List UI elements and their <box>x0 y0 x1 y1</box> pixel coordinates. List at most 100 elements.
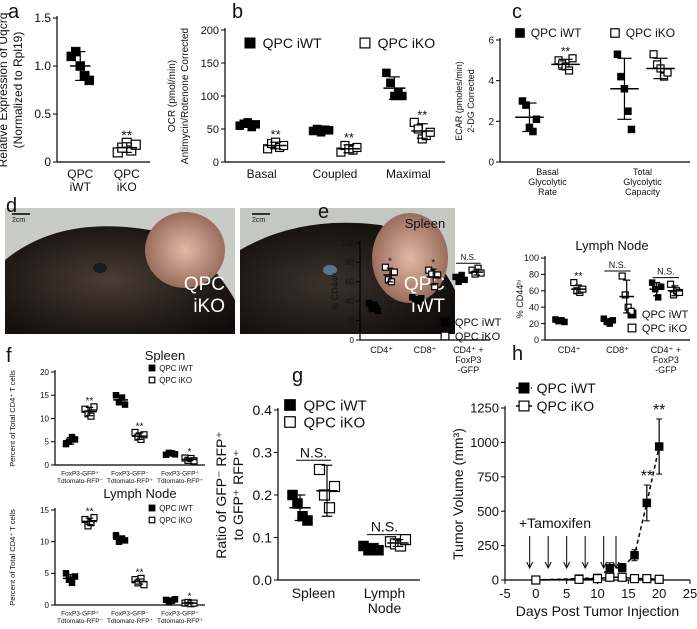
legend-label: QPC iWT <box>455 317 502 329</box>
data-point <box>642 498 652 508</box>
annotation: +Tamoxifen <box>519 515 591 531</box>
y-tick-label: 50 <box>207 124 219 136</box>
data-point <box>425 127 435 137</box>
x-tick-label: -5 <box>499 586 511 601</box>
data-point <box>532 115 541 124</box>
data-point <box>68 579 76 587</box>
legend-marker <box>148 504 156 512</box>
x-tick-label: FoxP3-GFP⁻ Tdtomato-RFP⁺ <box>107 611 154 626</box>
significance-label: N.S. <box>461 253 477 262</box>
text-line: Tdtomato-RFP⁺ <box>107 478 154 485</box>
data-point <box>592 574 603 584</box>
data-point <box>413 124 423 134</box>
data-point <box>84 75 94 86</box>
y-tick-label: 20 <box>529 319 539 329</box>
data-point <box>609 317 617 324</box>
data-point <box>617 563 627 572</box>
data-point <box>663 68 672 77</box>
panel-letter: d <box>6 195 17 217</box>
y-tick-label: 10 <box>40 414 49 423</box>
y-tick-label: 0 <box>492 573 499 588</box>
text-line: FoxP3-GFP⁺ <box>161 611 199 618</box>
significance-label: N.S. <box>300 444 327 460</box>
data-point <box>564 66 574 75</box>
y-axis-label: % CD44ʰⁱ <box>330 272 340 311</box>
x-tick-label: Lymph Node <box>364 585 406 616</box>
legend-marker <box>518 400 530 412</box>
data-point <box>352 142 362 153</box>
x-tick-label: FoxP3-GFP⁺ Tdtomato-RFP⁻ <box>57 471 104 486</box>
arrow-head <box>563 561 571 570</box>
y-tick-label: 0.5 <box>34 107 51 121</box>
data-point <box>630 550 639 560</box>
significance-label: ** <box>641 468 653 485</box>
text-line: FoxP3-GFP⁺ <box>161 471 199 478</box>
y-tick-label: 1.0 <box>34 59 51 73</box>
x-tick-label: FoxP3-GFP⁺ Tdtomato-RFP⁻ <box>57 611 104 626</box>
y-axis-label: Percent of Total CD4⁺ T cells <box>8 370 17 467</box>
data-point <box>434 271 442 279</box>
data-point <box>431 283 439 291</box>
data-point <box>627 307 635 315</box>
text-line: -GFP <box>655 365 677 375</box>
x-tick-label: CD4⁺ <box>558 345 581 355</box>
significance-label: ** <box>121 127 132 143</box>
y-tick-label: 150 <box>201 58 219 70</box>
y-tick-label: 15 <box>40 391 49 400</box>
text-line: iKO <box>193 296 225 317</box>
significance-label: ** <box>574 271 583 283</box>
text-line: -GFP <box>458 365 480 375</box>
x-tick-label: Coupled <box>313 167 358 181</box>
y-axis-label: Tumor Volume (mm³) <box>450 428 466 560</box>
significance-label: ** <box>271 127 281 142</box>
text-line: Tdtomato-RFP⁻ <box>57 478 104 485</box>
text-line: Tdtomato-RFP⁺ <box>157 478 204 485</box>
text-line: FoxP3 <box>653 355 679 365</box>
significance-label: N.S. <box>609 260 627 270</box>
y-axis-label: 2-DG Corrected <box>466 69 476 133</box>
text-line: iKO <box>117 180 137 194</box>
panel-letter: f <box>6 345 12 367</box>
y-tick-label: 100 <box>341 239 355 248</box>
x-tick-label: 10 <box>590 586 604 601</box>
legend-label: QPC iWT <box>159 504 193 513</box>
data-point <box>112 392 120 399</box>
chart-title: Spleen <box>145 348 185 363</box>
data-point <box>382 68 391 78</box>
data-point <box>130 139 141 150</box>
x-tick-label: Total Glycolytic Capacity <box>623 167 662 197</box>
data-point <box>654 294 662 301</box>
legend-marker <box>518 382 530 394</box>
significance-label: * <box>188 591 192 602</box>
y-tick-label: 1250 <box>470 401 499 416</box>
data-point <box>381 263 389 271</box>
data-point <box>654 442 664 451</box>
data-point <box>605 572 615 582</box>
x-tick-label: CD8⁺ <box>414 345 437 355</box>
text-line: FoxP3-GFP⁻ <box>111 471 149 478</box>
data-point <box>617 72 625 81</box>
x-tick-label: Maximal <box>386 167 431 181</box>
x-tick-label: CD4⁺ <box>370 345 393 355</box>
text-line: Glycolytic <box>528 177 567 187</box>
x-tick-label: 15 <box>621 586 635 601</box>
chart-title: Lymph Node <box>575 238 648 253</box>
significance-label: ** <box>561 44 571 58</box>
legend-label: QPC iKO <box>159 516 192 525</box>
y-tick-label: 500 <box>477 504 499 519</box>
data-point <box>398 91 407 101</box>
data-point <box>373 545 384 556</box>
arrow-head <box>600 561 608 570</box>
y-tick-label: 0.2 <box>253 487 273 503</box>
y-tick-label: 0 <box>350 336 355 345</box>
y-axis-label: OCR (pmol/min) <box>167 60 178 132</box>
legend-label: QPC iKO <box>378 35 436 51</box>
y-tick-label: 20 <box>40 368 49 377</box>
y-axis-label: ECAR (pmoles/min) <box>454 61 464 141</box>
y-tick-label: 80 <box>345 258 354 267</box>
chart-title: Lymph Node <box>103 486 176 501</box>
mouse-eye <box>93 263 107 273</box>
x-tick-label: FoxP3-GFP⁺ Tdtomato-RFP⁺ <box>157 611 204 626</box>
text-line: Node <box>368 600 402 616</box>
text-line: QPC <box>114 167 140 181</box>
